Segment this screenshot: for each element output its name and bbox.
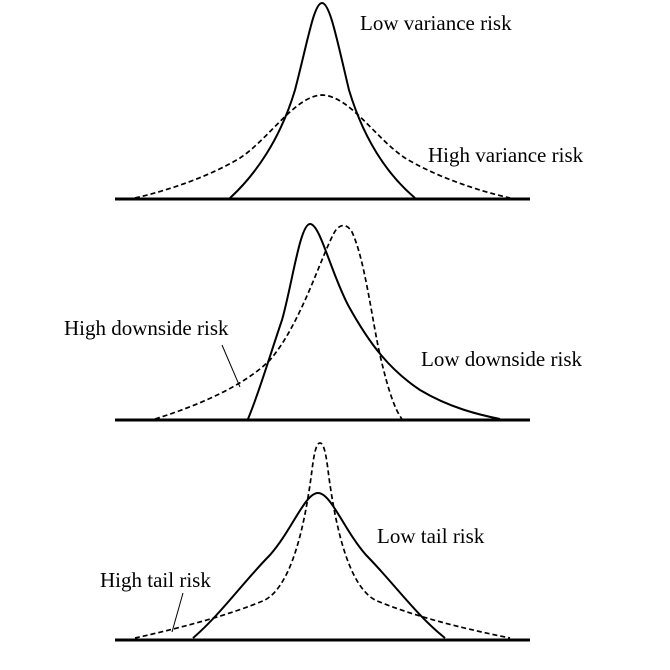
- label-high-tail-risk: High tail risk: [100, 568, 211, 592]
- label-high-variance-risk: High variance risk: [428, 143, 584, 167]
- label-low-tail-risk: Low tail risk: [377, 524, 485, 548]
- curve-high-variance: [134, 94, 511, 199]
- panel-downside-risk: High downside risk Low downside risk: [64, 222, 582, 422]
- label-low-downside-risk: Low downside risk: [421, 347, 582, 371]
- label-high-downside-risk: High downside risk: [64, 316, 229, 340]
- label-low-variance-risk: Low variance risk: [360, 11, 512, 35]
- leader-high-downside: [221, 344, 241, 388]
- curve-low-tail: [192, 491, 446, 639]
- panel-tail-risk: Low tail risk High tail risk: [100, 442, 530, 642]
- curve-high-tail: [134, 442, 511, 639]
- curve-high-downside: [154, 224, 403, 420]
- leader-high-tail: [171, 592, 184, 633]
- curve-low-downside: [247, 222, 501, 420]
- panel-variance-risk: Low variance risk High variance risk: [115, 1, 584, 201]
- curve-low-variance: [229, 1, 416, 199]
